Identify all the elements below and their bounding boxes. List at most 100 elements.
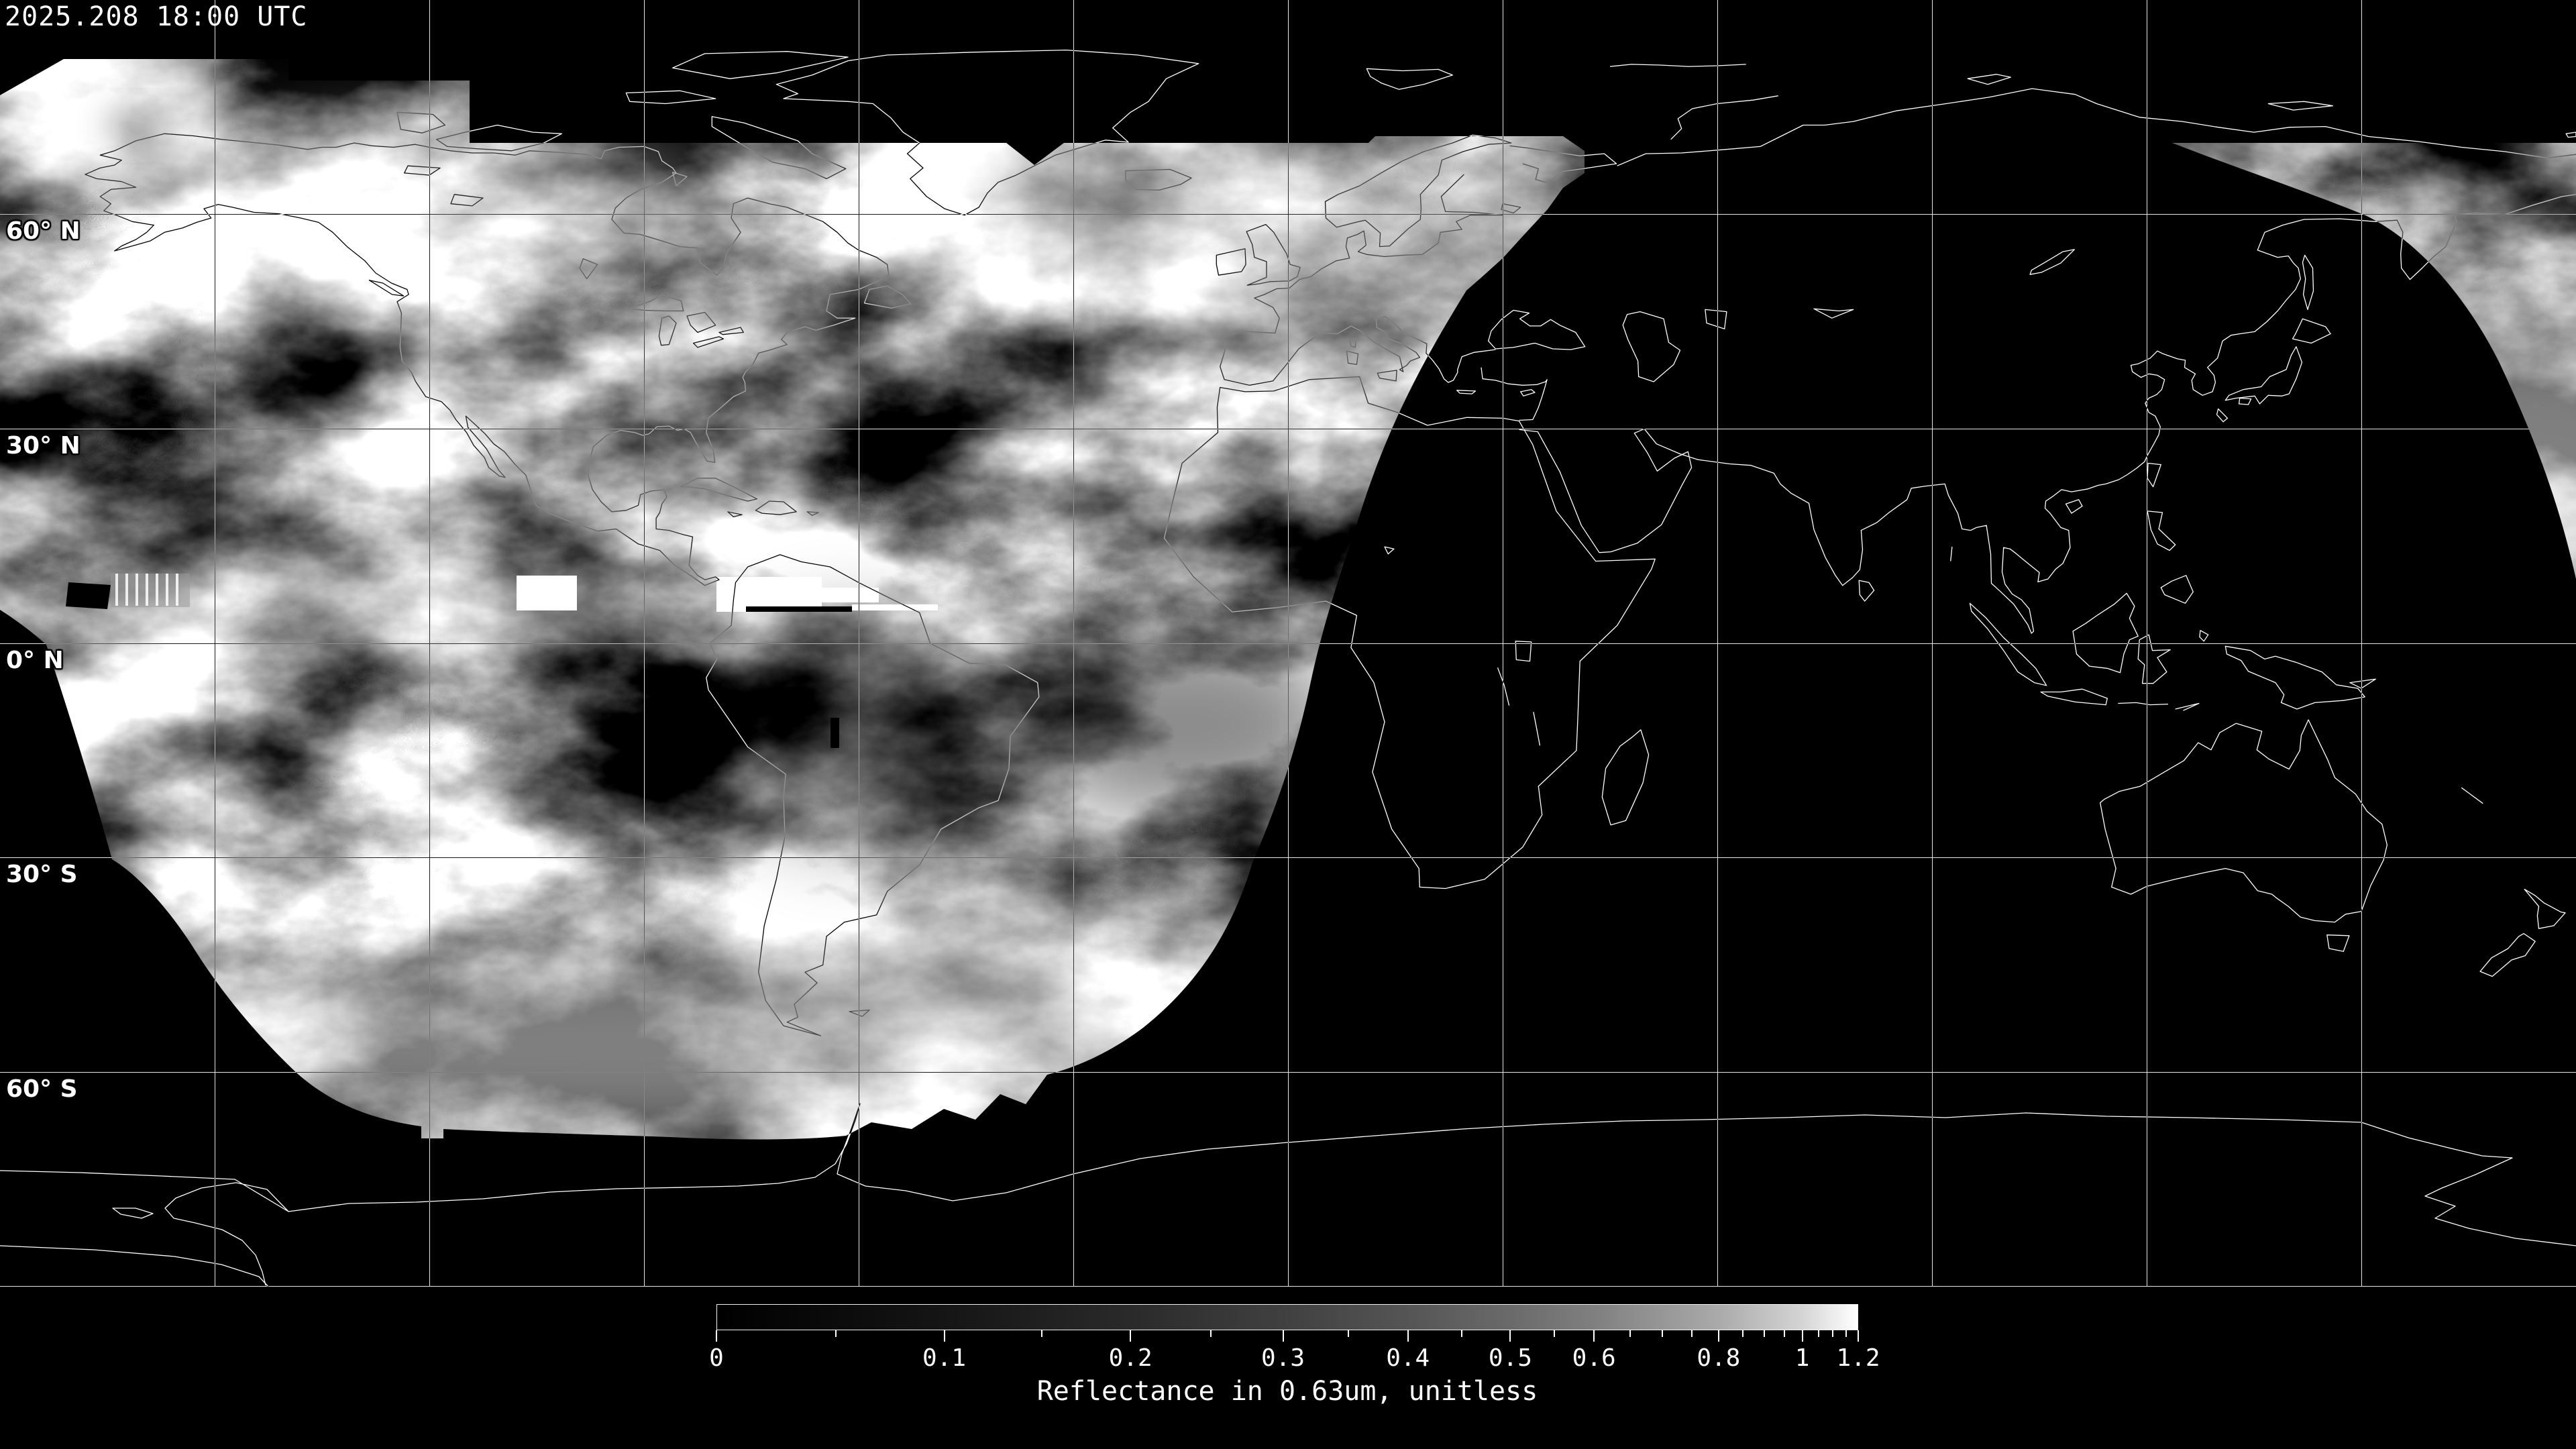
latitude-label: 60° N [6,217,80,245]
coastline-lake-michigan [658,315,677,346]
coastline-cuba [680,478,758,502]
coastline-franz-josef [1609,64,1746,67]
coastline-hokkaido [2292,318,2331,344]
coastline-iceland [1125,168,1192,191]
colorbar-minor-tick [1832,1330,1834,1337]
coastline-crete [1456,390,1477,394]
coastline-ladoga [1501,203,1521,214]
timestamp-label: 2025.208 18:00 UTC [5,1,308,32]
graticule-layer [0,0,2576,1287]
coastline-java [2040,688,2108,706]
coastline-lake-superior [628,294,684,312]
coastline-antarctica-southwest [0,1245,269,1287]
coastline-tasmania [2326,934,2350,952]
colorbar-minor-tick [1629,1330,1631,1337]
southern-storm-band-2 [724,849,1288,1016]
coastline-black-sea [1488,309,1586,350]
coastline-mindanao [2160,575,2194,604]
coastline-caspian [1622,311,1681,382]
colorbar-tick-label: 1.2 [1836,1344,1880,1372]
coastline-layer [0,49,2576,1287]
colorbar-minor-tick [1553,1330,1555,1337]
coastline-devon [625,90,716,105]
coastline-gulf-finland [1440,174,1503,216]
coastline-severnaya-zemlya [1967,74,2011,85]
coastline-halmahera [2199,630,2209,642]
coastline-south-america [706,554,1040,1036]
coastline-novaya-zemlya [1670,95,1778,140]
coastline-antarctica-island [112,1208,154,1219]
coastline-australia [2100,719,2388,923]
coastline-newfoundland [863,285,912,309]
coastline-lake-malawi [1533,712,1541,746]
artifact-black-block [66,582,111,609]
coastline-sumatra [1969,602,2047,686]
colorbar-minor-tick [1041,1330,1043,1337]
coastline-nz-north [2524,888,2566,929]
coastline-new-guinea [2224,645,2365,710]
coastline-madagascar [1601,729,1650,826]
coastline-greenland [775,49,1199,216]
cyclone-eye [109,109,166,144]
coastline-antarctica-main [0,1103,2576,1246]
coastline-kola-whitesea [1509,145,1617,184]
coastline-russia-arctic [1617,88,2576,166]
satellite-map [0,0,2576,1287]
coastline-new-britain [2349,678,2376,689]
coastline-wrangel [2565,131,2576,138]
dark-eq-atlantic [1020,631,1342,818]
coastline-sri-lanka [1858,580,1875,602]
cloud-band-atlantic [892,131,1590,312]
colorbar-title: Reflectance in 0.63um, unitless [1036,1376,1538,1407]
coastline-antarctica-ross [164,1182,289,1286]
colorbar-minor-tick [1662,1330,1664,1337]
artifact-black-bar [746,606,852,612]
coastline-luzon [2147,511,2176,551]
coastline-hispaniola [755,500,797,515]
coastline-victoria-island [436,124,562,152]
coastline-jamaica [727,511,743,518]
coastline-scandinavia [1324,134,1512,248]
coastline-puerto-rico [806,511,819,516]
coastline-baffin [711,116,847,180]
coastline-mediterranean-north [1249,316,1496,386]
colorbar-major-tick [1717,1330,1719,1342]
colorbar-tick-label: 0.3 [1261,1344,1305,1372]
colorbar-tick-label: 0.8 [1697,1344,1741,1372]
coastline-lake-erie [692,336,724,348]
coastline-asia-south [1519,194,2576,634]
artifact-white-rect-1 [517,576,577,610]
colorbar-minor-tick [1764,1330,1766,1337]
coastline-corsica [1349,337,1356,348]
colorbar-minor-tick [1691,1330,1693,1337]
coastline-sulawesi [2137,634,2171,684]
coastline-lake-victoria [1515,641,1532,662]
coastline-aral [1705,309,1727,329]
coastline-nz-south [2479,932,2536,977]
coastline-cyprus [1520,389,1536,396]
coastline-sardinia [1346,350,1359,366]
colorbar-major-tick [1593,1330,1595,1342]
coastline-svalbard [1366,68,1453,90]
latitude-label: 30° S [6,861,78,888]
colorbar-major-tick [1801,1330,1803,1342]
coastline-baikal [2029,249,2075,275]
cloud-band-north-pacific [148,117,724,285]
colorbar-tick-label: 0.4 [1386,1344,1430,1372]
coastline-vancouver-island [368,280,405,297]
coastline-taiwan [2147,462,2161,488]
coastline-timor [2175,702,2200,711]
colorbar-major-tick [1509,1330,1511,1342]
coastline-shikoku [2238,397,2252,405]
coastline-sakhalin [2302,254,2314,311]
colorbar-major-tick [1858,1330,1859,1342]
latitude-label: 30° N [6,432,80,460]
colorbar-tick-label: 0.2 [1108,1344,1152,1372]
coastline-lake-tanganyika [1497,667,1510,706]
colorbar-major-tick [1282,1330,1284,1342]
coastline-kyushu [2216,408,2229,423]
coastline-lake-winnipeg [579,258,598,280]
coastline-africa [1163,376,1656,890]
coastline-new-caledonia [2461,787,2483,804]
